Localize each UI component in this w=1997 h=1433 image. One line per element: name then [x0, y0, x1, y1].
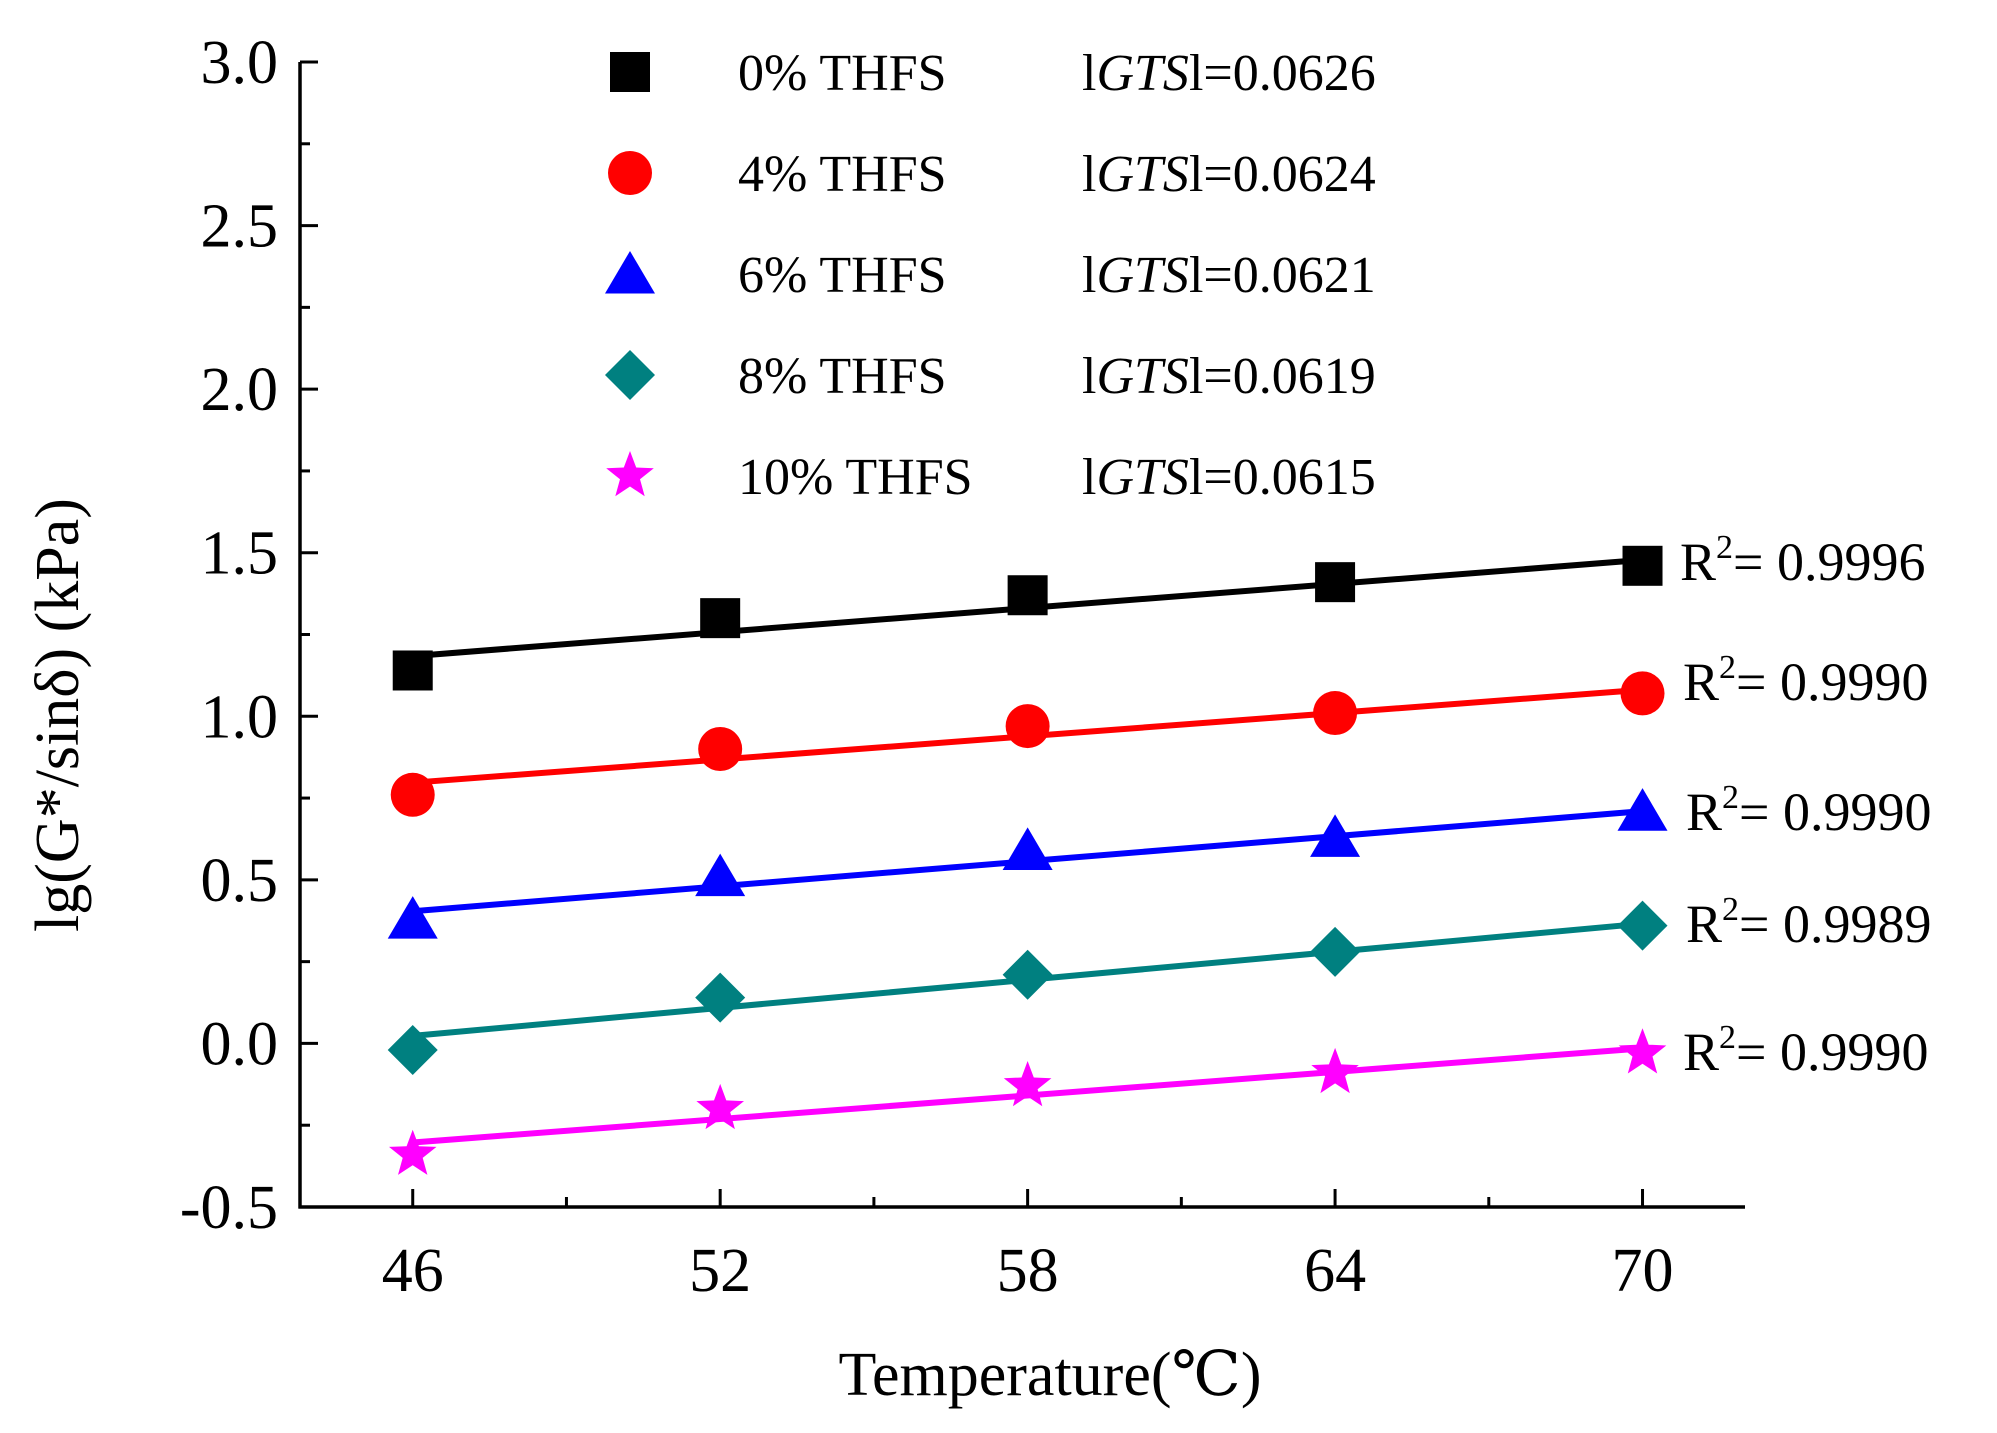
- data-markers: [387, 545, 1668, 1175]
- data-point-diamond: [1002, 949, 1053, 1000]
- x-tick-label: 64: [1304, 1237, 1366, 1305]
- y-tick-label: 1.0: [201, 683, 279, 751]
- data-point-star: [696, 1083, 744, 1130]
- data-point-circle: [698, 727, 743, 771]
- data-point-star: [1003, 1061, 1052, 1107]
- x-tick-label: 70: [1612, 1237, 1674, 1305]
- legend-marker-diamond: [605, 350, 655, 400]
- legend-marker-star: [606, 451, 654, 497]
- legend-gts-value: lGTSl=0.0615: [1082, 449, 1376, 506]
- data-point-triangle: [1002, 827, 1053, 870]
- y-axis-title: lg(G*/sinδ) (kPa): [24, 498, 92, 932]
- x-axis-title: Temperature(℃): [838, 1341, 1261, 1409]
- legend-gts-value: lGTSl=0.0624: [1082, 146, 1376, 203]
- data-point-diamond: [1310, 926, 1361, 977]
- r2-label: R2= 0.9989: [1686, 891, 1932, 954]
- legend-marker-circle: [608, 151, 652, 195]
- data-point-diamond: [1617, 900, 1668, 951]
- data-point-square: [1315, 562, 1356, 603]
- r2-annotations: R2= 0.9996 R2= 0.9990 R2= 0.9990 R2= 0.9989…: [1680, 529, 1932, 1082]
- data-point-triangle: [1310, 814, 1361, 857]
- y-tick-label: 3.0: [201, 29, 279, 97]
- data-point-square: [700, 598, 741, 639]
- data-point-square: [1007, 575, 1048, 616]
- y-tick-label: 0.5: [201, 847, 279, 915]
- legend-marker-square: [610, 52, 650, 92]
- x-tick-label: 52: [689, 1237, 751, 1305]
- r2-label: R2= 0.9990: [1683, 649, 1929, 712]
- data-point-square: [392, 650, 433, 691]
- data-point-triangle: [695, 853, 746, 897]
- data-point-star: [1311, 1047, 1359, 1094]
- legend-gts-value: lGTSl=0.0619: [1082, 348, 1376, 405]
- data-point-star: [389, 1129, 437, 1175]
- data-point-circle: [1005, 704, 1050, 749]
- legend-series-name: 8% THFS: [738, 348, 947, 405]
- data-point-circle: [1620, 671, 1665, 716]
- legend-series-name: 6% THFS: [738, 247, 947, 304]
- axes: -0.5 0.0 0.5 1.0 1.5 2.0 2.5 3.0 46 52 58 64 70: [180, 29, 1745, 1305]
- r2-label: R2= 0.9996: [1680, 529, 1926, 592]
- x-tick-label: 46: [382, 1237, 444, 1305]
- data-point-diamond: [695, 972, 746, 1023]
- legend-series-name: 4% THFS: [738, 146, 947, 203]
- y-tick-label: 1.5: [201, 520, 279, 588]
- data-point-circle: [390, 772, 435, 817]
- data-point-circle: [1313, 691, 1358, 736]
- data-point-triangle: [387, 896, 438, 939]
- legend-series-name: 10% THFS: [738, 449, 973, 506]
- data-point-triangle: [1617, 788, 1668, 831]
- r2-label: R2= 0.9990: [1683, 1019, 1929, 1082]
- legend-marker-triangle: [605, 251, 655, 294]
- legend-gts-value: lGTSl=0.0626: [1082, 45, 1376, 102]
- legend-gts-value: lGTSl=0.0621: [1082, 247, 1376, 304]
- data-point-diamond: [387, 1024, 438, 1075]
- data-point-square: [1622, 545, 1663, 586]
- legend: 0% THFS lGTSl=0.0626 4% THFS lGTSl=0.0624 6%…: [605, 45, 1376, 506]
- legend-series-name: 0% THFS: [738, 45, 947, 102]
- y-tick-label: 0.0: [201, 1010, 279, 1078]
- x-tick-label: 58: [997, 1237, 1059, 1305]
- y-tick-label: 2.5: [201, 193, 279, 261]
- y-tick-label: 2.0: [201, 356, 279, 424]
- data-point-star: [1618, 1028, 1667, 1074]
- y-tick-label: -0.5: [180, 1174, 278, 1242]
- r2-label: R2= 0.9990: [1686, 779, 1932, 842]
